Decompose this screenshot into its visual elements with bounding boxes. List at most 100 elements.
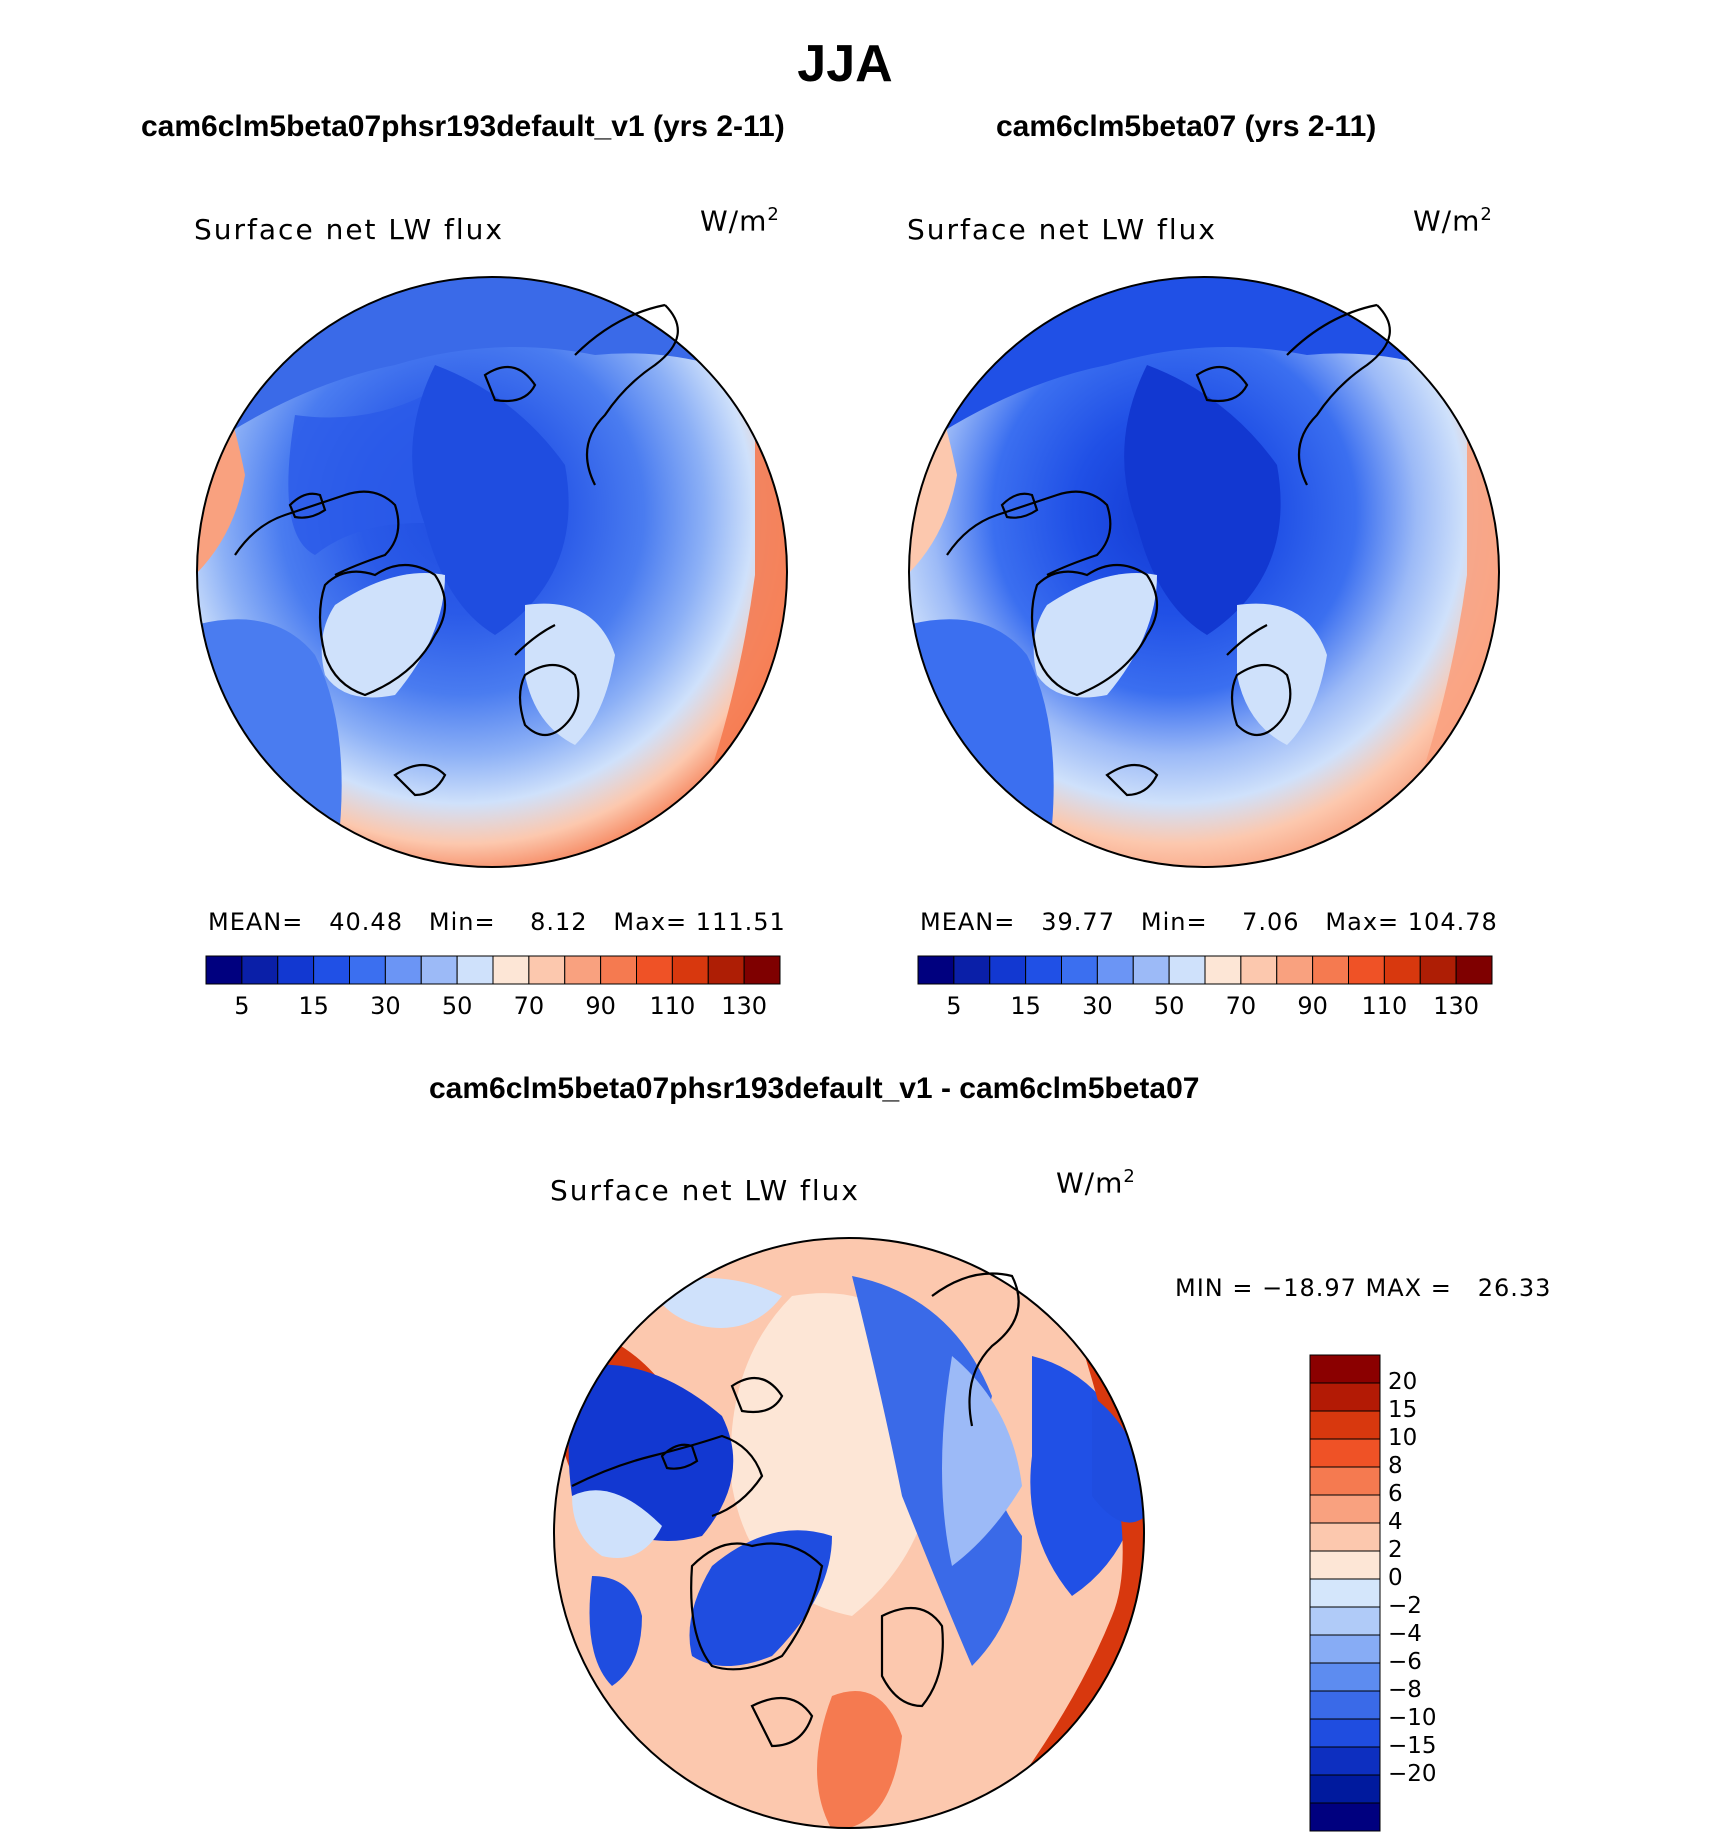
colorbar-tick-label: −10 [1388, 1705, 1437, 1731]
left-max-value: 111.51 [695, 908, 786, 936]
right-min-value: 7.06 [1242, 908, 1300, 936]
colorbar-swatch [917, 955, 955, 985]
colorbar-swatch [1132, 955, 1170, 985]
colorbar-swatch [1276, 955, 1314, 985]
right-mean-value: 39.77 [1041, 908, 1115, 936]
colorbar-swatch [1309, 1606, 1381, 1636]
colorbar-swatch [1309, 1550, 1381, 1580]
colorbar-swatch [313, 955, 350, 985]
left-unit-label: W/m2 [700, 204, 780, 238]
left-polar-map [196, 276, 788, 868]
diff-variable-label: Surface net LW flux [550, 1174, 860, 1207]
colorbar-swatch [1312, 955, 1349, 985]
colorbar-swatch [456, 955, 494, 985]
colorbar-swatch [636, 955, 673, 985]
colorbar-tick-label: 50 [1153, 992, 1185, 1020]
diff-minmax: MIN = −18.97 MAX = 26.33 [1175, 1274, 1552, 1302]
colorbar-tick-label: −15 [1388, 1733, 1437, 1759]
colorbar-tick-label: 8 [1388, 1453, 1403, 1479]
right-stats: MEAN= 39.77 Min= 7.06 Max= 104.78 [920, 908, 1498, 936]
colorbar-swatch [349, 955, 386, 985]
left-colorbar [205, 955, 781, 985]
colorbar-swatch [671, 955, 709, 985]
colorbar-swatch [1309, 1634, 1381, 1664]
colorbar-swatch [1309, 1466, 1381, 1496]
colorbar-swatch [241, 955, 279, 985]
left-colorbar-ticks: 5 15 30 50 70 90 110 130 [206, 992, 780, 1022]
colorbar-tick-label: 15 [1010, 992, 1041, 1020]
diff-colorbar [1309, 1354, 1381, 1832]
colorbar-swatch [1096, 955, 1134, 985]
colorbar-swatch [1061, 955, 1098, 985]
right-max-value: 104.78 [1407, 908, 1498, 936]
diff-unit-label: W/m2 [1056, 1166, 1136, 1200]
colorbar-swatch [1168, 955, 1206, 985]
colorbar-tick-label: −2 [1388, 1593, 1422, 1619]
colorbar-tick-label: 90 [585, 992, 616, 1020]
colorbar-swatch [1204, 955, 1242, 985]
colorbar-swatch [384, 955, 422, 985]
right-polar-map [908, 276, 1500, 868]
colorbar-tick-label: 50 [441, 992, 473, 1020]
colorbar-swatch [953, 955, 991, 985]
colorbar-swatch [1309, 1410, 1381, 1440]
colorbar-swatch [1025, 955, 1062, 985]
left-min-label: Min= [428, 908, 496, 936]
right-colorbar-ticks: 5 15 30 50 70 90 110 130 [918, 992, 1492, 1022]
colorbar-tick-label: 90 [1297, 992, 1328, 1020]
colorbar-swatch [1309, 1522, 1381, 1552]
colorbar-swatch [564, 955, 602, 985]
colorbar-tick-label: 30 [370, 992, 401, 1020]
right-mean-label: MEAN= [920, 908, 1016, 936]
colorbar-swatch [277, 955, 315, 985]
colorbar-tick-label: −8 [1388, 1677, 1422, 1703]
colorbar-tick-label: 130 [721, 992, 768, 1020]
colorbar-swatch [743, 955, 781, 985]
diff-title: cam6clm5beta07phsr193default_v1 - cam6cl… [429, 1072, 1200, 1105]
colorbar-swatch [1348, 955, 1385, 985]
colorbar-swatch [420, 955, 458, 985]
colorbar-tick-label: 70 [1225, 992, 1257, 1020]
colorbar-swatch [1309, 1382, 1381, 1412]
colorbar-swatch [1455, 955, 1493, 985]
colorbar-tick-label: 15 [298, 992, 329, 1020]
colorbar-swatch [707, 955, 745, 985]
colorbar-tick-label: 110 [1361, 992, 1408, 1020]
colorbar-swatch [1240, 955, 1278, 985]
colorbar-tick-label: 5 [234, 992, 250, 1020]
left-min-value: 8.12 [530, 908, 588, 936]
colorbar-swatch [1309, 1802, 1381, 1832]
colorbar-swatch [1383, 955, 1421, 985]
left-max-label: Max= [613, 908, 688, 936]
colorbar-tick-label: 15 [1388, 1397, 1418, 1423]
colorbar-tick-label: 10 [1388, 1425, 1418, 1451]
colorbar-tick-label: 70 [513, 992, 545, 1020]
right-variable-label: Surface net LW flux [907, 213, 1217, 246]
right-min-label: Min= [1140, 908, 1208, 936]
colorbar-swatch [1309, 1354, 1381, 1384]
colorbar-tick-label: 110 [649, 992, 696, 1020]
colorbar-swatch [1419, 955, 1457, 985]
left-case-title: cam6clm5beta07phsr193default_v1 (yrs 2-1… [141, 110, 785, 143]
colorbar-tick-label: −4 [1388, 1621, 1422, 1647]
colorbar-swatch [1309, 1494, 1381, 1524]
colorbar-swatch [1309, 1662, 1381, 1692]
colorbar-swatch [1309, 1438, 1381, 1468]
season-title: JJA [797, 35, 893, 93]
colorbar-tick-label: −6 [1388, 1649, 1422, 1675]
colorbar-swatch [1309, 1690, 1381, 1720]
right-unit-label: W/m2 [1413, 204, 1493, 238]
colorbar-tick-label: 130 [1433, 992, 1480, 1020]
colorbar-tick-label: 20 [1388, 1369, 1418, 1395]
colorbar-tick-label: 4 [1388, 1509, 1403, 1535]
colorbar-swatch [1309, 1746, 1381, 1776]
colorbar-tick-label: 0 [1388, 1565, 1403, 1591]
colorbar-swatch [205, 955, 243, 985]
colorbar-swatch [600, 955, 637, 985]
colorbar-swatch [989, 955, 1027, 985]
colorbar-swatch [1309, 1578, 1381, 1608]
left-variable-label: Surface net LW flux [194, 213, 504, 246]
colorbar-tick-label: 6 [1388, 1481, 1403, 1507]
right-colorbar [917, 955, 1493, 985]
right-case-title: cam6clm5beta07 (yrs 2-11) [996, 110, 1377, 143]
